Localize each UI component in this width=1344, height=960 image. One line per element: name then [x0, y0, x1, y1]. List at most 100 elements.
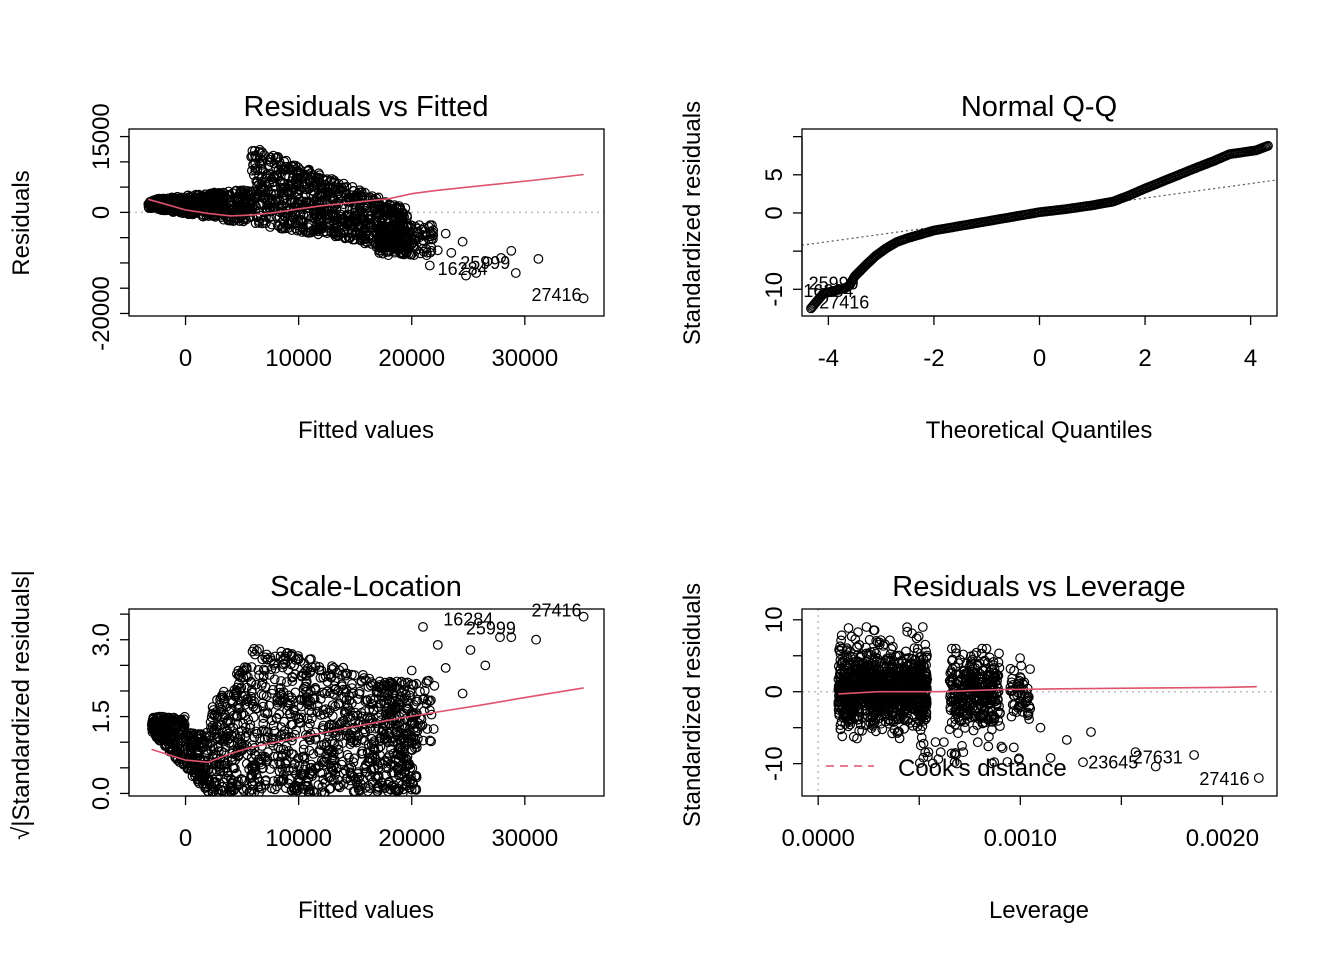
data-point	[176, 729, 187, 740]
data-point	[383, 756, 394, 767]
data-point	[265, 152, 276, 163]
data-point	[306, 762, 317, 773]
data-point	[295, 168, 306, 179]
data-point	[375, 750, 386, 761]
x-tick-label: 10000	[265, 345, 332, 372]
data-point	[979, 655, 990, 666]
data-point	[182, 742, 193, 753]
data-point	[296, 695, 307, 705]
data-point	[344, 217, 354, 228]
data-point	[418, 235, 428, 246]
data-point	[150, 725, 161, 736]
data-point	[244, 764, 255, 775]
data-point	[413, 733, 423, 744]
data-point	[944, 724, 955, 735]
data-point	[360, 767, 370, 778]
data-point	[225, 204, 236, 215]
y-axis-label: Standardized residuals	[679, 583, 706, 827]
y-tick-label: 0	[761, 206, 788, 219]
chart-title: Normal Q-Q	[961, 91, 1117, 123]
data-point	[357, 746, 368, 757]
data-point	[411, 678, 422, 689]
data-point	[389, 226, 400, 237]
data-point	[306, 707, 317, 718]
x-axis-label: Leverage	[989, 897, 1089, 924]
chart-title: Residuals vs Fitted	[244, 91, 489, 123]
data-point	[403, 736, 414, 746]
data-point	[920, 710, 930, 721]
data-point	[920, 714, 931, 725]
data-point	[892, 728, 903, 738]
data-point	[265, 222, 276, 232]
data-point	[952, 694, 963, 705]
data-point	[887, 661, 898, 672]
data-point	[217, 701, 228, 711]
data-point	[216, 746, 227, 757]
data-point	[374, 688, 384, 698]
data-point	[281, 749, 292, 760]
data-point	[891, 651, 901, 662]
data-point	[249, 643, 259, 654]
data-point	[275, 683, 286, 693]
data-point	[328, 775, 339, 785]
data-point	[293, 651, 304, 661]
data-point	[321, 203, 332, 213]
data-point	[363, 756, 373, 767]
data-point	[165, 718, 175, 728]
data-point	[221, 773, 232, 784]
data-point	[211, 190, 222, 201]
data-point	[404, 242, 415, 252]
data-point	[254, 191, 265, 202]
x-tick-label: 0	[1033, 345, 1046, 372]
data-point	[245, 200, 256, 211]
data-point	[185, 752, 196, 763]
x-tick-label: 0	[179, 345, 192, 372]
data-point	[258, 670, 269, 681]
data-point	[994, 701, 1004, 712]
data-point	[371, 221, 381, 232]
data-point	[201, 759, 212, 770]
data-point	[249, 145, 260, 156]
data-point	[424, 705, 435, 716]
data-point	[280, 658, 291, 669]
data-point	[314, 662, 325, 672]
data-point	[846, 631, 857, 642]
data-point	[383, 246, 394, 257]
data-point	[227, 781, 238, 792]
data-point	[909, 711, 920, 722]
point-label: 27416	[531, 285, 581, 305]
data-point	[874, 679, 885, 689]
data-point	[257, 158, 268, 169]
data-point	[407, 718, 418, 728]
data-point	[256, 184, 267, 195]
data-point	[418, 622, 428, 632]
data-point	[428, 724, 439, 734]
data-point	[415, 686, 425, 697]
data-point	[234, 702, 245, 713]
data-point	[867, 720, 878, 731]
data-point	[367, 699, 378, 710]
data-point	[260, 665, 270, 676]
data-point	[269, 726, 280, 736]
data-point	[174, 206, 185, 217]
data-point	[418, 694, 429, 705]
data-point	[424, 696, 435, 706]
data-point	[446, 247, 457, 258]
data-point	[219, 735, 230, 745]
data-point	[957, 680, 967, 691]
data-point	[201, 199, 212, 209]
data-point	[341, 725, 351, 736]
data-point	[256, 689, 267, 700]
data-point	[194, 766, 205, 776]
data-point	[381, 698, 392, 709]
data-point	[230, 729, 240, 739]
data-point	[424, 260, 435, 271]
data-point	[384, 227, 395, 238]
data-point	[270, 784, 280, 795]
x-tick-label: 20000	[378, 345, 445, 372]
data-point	[246, 761, 257, 772]
data-point	[341, 773, 352, 784]
data-point	[337, 669, 348, 680]
data-point	[578, 611, 589, 622]
data-point	[218, 187, 229, 198]
